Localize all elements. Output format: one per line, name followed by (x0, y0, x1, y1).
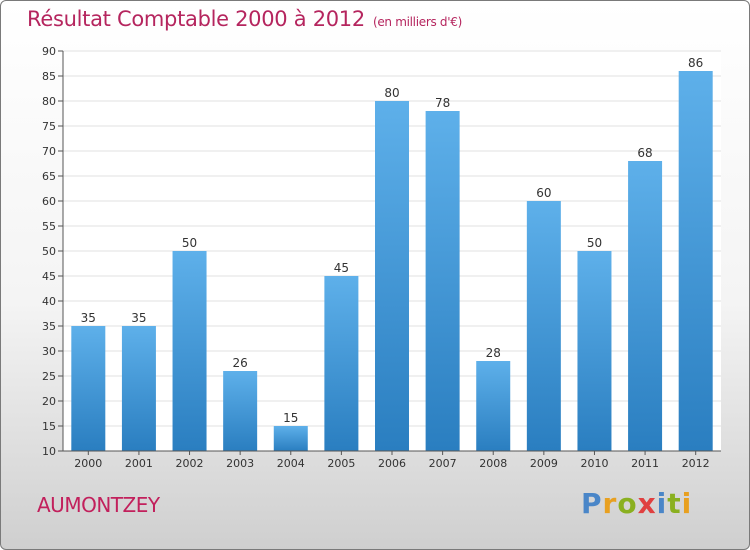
y-tick-label-25: 25 (42, 370, 56, 383)
bar-2011 (628, 161, 663, 451)
bar-2007 (425, 111, 460, 451)
bar-2012 (678, 71, 713, 451)
logo-letter: i (656, 487, 668, 520)
y-tick-label-45: 45 (42, 270, 56, 283)
y-tick-label-70: 70 (42, 145, 56, 158)
x-tick-label-2004: 2004 (277, 457, 305, 470)
x-tick-label-2010: 2010 (580, 457, 608, 470)
data-label-2008: 28 (486, 346, 501, 360)
x-tick-label-2000: 2000 (74, 457, 102, 470)
bar-2002 (172, 251, 207, 451)
x-tick-label-2003: 2003 (226, 457, 254, 470)
bars (71, 71, 713, 451)
x-tick-label-2006: 2006 (378, 457, 406, 470)
data-label-2006: 80 (384, 86, 399, 100)
y-tick-label-85: 85 (42, 70, 56, 83)
commune-name: AUMONTZEY (37, 493, 160, 517)
logo-letter: t (667, 487, 682, 520)
data-label-2010: 50 (587, 236, 602, 250)
bar-2005 (324, 276, 359, 451)
data-label-2003: 26 (233, 356, 248, 370)
bar-2000 (71, 326, 106, 451)
x-tick-label-2009: 2009 (530, 457, 558, 470)
logo-letter: P (581, 487, 603, 520)
data-label-2012: 86 (688, 56, 703, 70)
y-tick-label-55: 55 (42, 220, 56, 233)
y-tick-label-90: 90 (42, 45, 56, 58)
data-label-2007: 78 (435, 96, 450, 110)
y-tick-label-35: 35 (42, 320, 56, 333)
bar-2001 (121, 326, 156, 451)
y-tick-label-50: 50 (42, 245, 56, 258)
x-tick-label-2007: 2007 (429, 457, 457, 470)
chart-title-unit: (en milliers d'€) (372, 15, 462, 29)
data-label-2000: 35 (81, 311, 96, 325)
data-label-2005: 45 (334, 261, 349, 275)
data-labels: 35 35 50 26 15 45 80 78 28 60 50 68 86 (81, 56, 704, 425)
data-label-2002: 50 (182, 236, 197, 250)
x-tick-label-2002: 2002 (176, 457, 204, 470)
x-tick-label-2008: 2008 (479, 457, 507, 470)
x-tick-labels: 2000 2001 2002 2003 2004 2005 2006 2007 2008 2009… (74, 457, 709, 470)
data-label-2004: 15 (283, 411, 298, 425)
data-label-2009: 60 (536, 186, 551, 200)
x-tick-label-2012: 2012 (682, 457, 710, 470)
bar-2006 (375, 101, 409, 451)
proxiti-logo: Proxiti (581, 487, 692, 520)
y-tick-label-80: 80 (42, 95, 56, 108)
data-label-2011: 68 (637, 146, 652, 160)
x-tick-label-2001: 2001 (125, 457, 153, 470)
y-tick-label-15: 15 (42, 420, 56, 433)
x-tick-label-2011: 2011 (631, 457, 659, 470)
y-tick-label-60: 60 (42, 195, 56, 208)
y-tick-label-20: 20 (42, 395, 56, 408)
chart-title-main: Résultat Comptable 2000 à 2012 (27, 7, 365, 31)
logo-letter: r (602, 487, 618, 520)
x-tick-label-2005: 2005 (327, 457, 355, 470)
y-tick-label-10: 10 (42, 445, 56, 458)
data-label-2001: 35 (131, 311, 146, 325)
y-tick-label-30: 30 (42, 345, 56, 358)
logo-letter: x (637, 487, 657, 520)
bar-2009 (526, 201, 561, 451)
logo-letter: i (681, 487, 693, 520)
bar-2004 (273, 426, 308, 451)
axes (62, 51, 721, 455)
bar-2003 (223, 371, 258, 451)
bar-2010 (577, 251, 612, 451)
logo-letter: o (617, 487, 638, 520)
chart-title: Résultat Comptable 2000 à 2012 (en millie… (27, 7, 462, 31)
y-tick-label-75: 75 (42, 120, 56, 133)
y-tick-label-65: 65 (42, 170, 56, 183)
y-tick-label-40: 40 (42, 295, 56, 308)
y-tick-labels: 10 15 20 25 30 35 40 45 50 55 60 65 70 75 80 85 90 (42, 45, 56, 458)
bar-2008 (476, 361, 511, 451)
